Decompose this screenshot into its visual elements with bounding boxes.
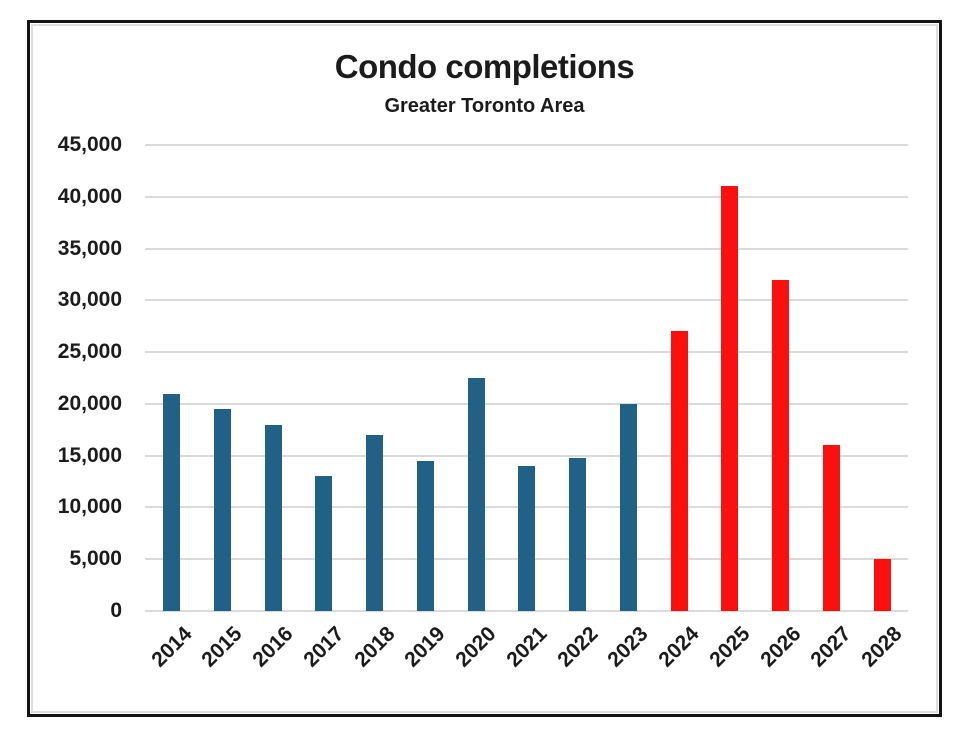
plot-area <box>145 144 908 612</box>
gridline-15000 <box>145 454 908 457</box>
chart-title: Condo completions <box>334 48 635 85</box>
y-axis-tick-label: 35,000 <box>57 236 122 260</box>
gridline-45000 <box>145 144 908 146</box>
y-axis-tick-label: 20,000 <box>57 391 122 415</box>
y-axis-tick-label: 30,000 <box>57 288 122 312</box>
bar-2028 <box>873 559 891 611</box>
bar-2018 <box>366 434 383 611</box>
gridline-25000 <box>145 351 908 354</box>
bar-2023 <box>619 403 637 611</box>
y-axis-tick-label: 15,000 <box>57 443 122 467</box>
y-axis-tick-label: 0 <box>110 599 122 622</box>
bar-2015 <box>213 409 231 611</box>
y-axis-tick-label: 45,000 <box>57 133 122 156</box>
bar-2027 <box>822 445 840 611</box>
chart-canvas: Condo completions Greater Toronto Area 0… <box>31 24 938 713</box>
bar-2020 <box>467 378 485 611</box>
gridline-35000 <box>145 247 908 250</box>
chart-subtitle: Greater Toronto Area <box>384 95 585 117</box>
bar-2022 <box>569 457 586 611</box>
bar-2017 <box>315 476 333 611</box>
bar-2025 <box>721 186 739 611</box>
y-axis-tick-label: 5,000 <box>69 547 122 571</box>
bar-2014 <box>163 393 180 611</box>
bar-2019 <box>416 460 434 611</box>
x-axis-tick-label: 2028 <box>857 622 907 672</box>
gridline-20000 <box>145 402 908 405</box>
y-axis-tick-label: 10,000 <box>57 495 122 519</box>
bar-2026 <box>772 279 789 611</box>
bar-2021 <box>518 466 536 611</box>
gridline-0 <box>145 610 908 612</box>
bar-2024 <box>670 331 688 611</box>
y-axis-tick-label: 40,000 <box>57 184 122 208</box>
chart-frame: Condo completions Greater Toronto Area 0… <box>27 20 942 717</box>
y-axis-tick-label: 25,000 <box>57 340 122 364</box>
bar-2016 <box>264 424 282 611</box>
gridline-40000 <box>145 195 908 198</box>
gridline-30000 <box>145 299 908 302</box>
